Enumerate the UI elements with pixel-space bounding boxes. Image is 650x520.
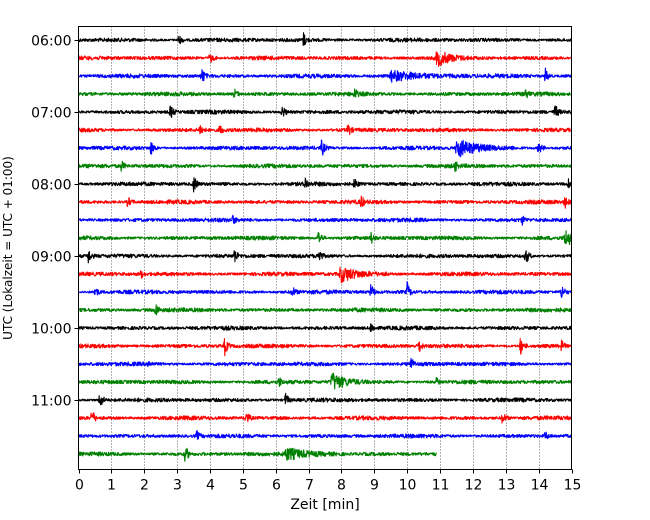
trace-line-0815	[77, 195, 572, 209]
x-axis-ticks: 0 1 2 3 4 5 6 7 8 9 10 11 12 13 14 15	[75, 469, 582, 494]
trace-line-0945	[77, 304, 572, 316]
trace-layer	[77, 32, 572, 462]
trace-line-0930	[77, 281, 572, 298]
grid-lines	[111, 26, 540, 470]
x-tick-label: 8	[337, 478, 346, 494]
x-tick-label: 5	[239, 478, 248, 494]
y-tick-label: 11:00	[31, 394, 71, 410]
x-tick-label: 10	[399, 478, 417, 494]
trace-line-0600	[77, 32, 572, 46]
trace-line-0900	[77, 250, 572, 264]
trace-line-0845	[77, 230, 572, 245]
trace-line-0645	[77, 88, 572, 99]
trace-line-1045	[77, 372, 572, 390]
y-tick-label: 09:00	[31, 250, 71, 266]
trace-line-1000	[77, 323, 572, 333]
y-tick-label: 08:00	[31, 178, 71, 194]
trace-line-0715	[77, 124, 572, 136]
x-tick-label: 7	[305, 478, 314, 494]
trace-line-0730	[77, 139, 572, 158]
x-axis-label: Zeit [min]	[290, 497, 359, 513]
y-tick-label: 07:00	[31, 106, 71, 122]
trace-line-0615	[77, 51, 572, 67]
x-tick-label: 0	[75, 478, 84, 494]
x-tick-label: 11	[432, 478, 450, 494]
x-tick-label: 1	[107, 478, 116, 494]
trace-line-1145	[77, 447, 437, 462]
x-tick-label: 14	[531, 478, 549, 494]
trace-line-0800	[77, 177, 572, 193]
trace-line-0915	[77, 266, 572, 284]
y-tick-label: 06:00	[31, 34, 71, 50]
trace-line-0830	[77, 214, 572, 226]
x-tick-label: 2	[140, 478, 149, 494]
trace-line-0745	[77, 160, 572, 173]
plot-frame	[78, 26, 572, 470]
x-tick-label: 15	[564, 478, 582, 494]
x-tick-label: 6	[272, 478, 281, 494]
x-tick-label: 13	[498, 478, 516, 494]
y-axis-label: UTC (Lokalzeit = UTC + 01:00)	[1, 156, 15, 340]
x-tick-label: 3	[173, 478, 182, 494]
trace-line-1130	[77, 430, 572, 440]
y-axis-ticks: 06:00 07:00 08:00 09:00 10:00 11:00	[31, 34, 79, 410]
x-tick-label: 12	[465, 478, 483, 494]
x-tick-label: 4	[206, 478, 215, 494]
y-tick-label: 10:00	[31, 322, 71, 338]
trace-line-0700	[77, 105, 572, 119]
x-tick-label: 9	[370, 478, 379, 494]
trace-line-1115	[77, 412, 572, 424]
trace-line-1015	[77, 338, 572, 357]
trace-line-1100	[77, 392, 572, 406]
trace-line-1030	[77, 357, 572, 368]
trace-line-0630	[77, 67, 572, 83]
